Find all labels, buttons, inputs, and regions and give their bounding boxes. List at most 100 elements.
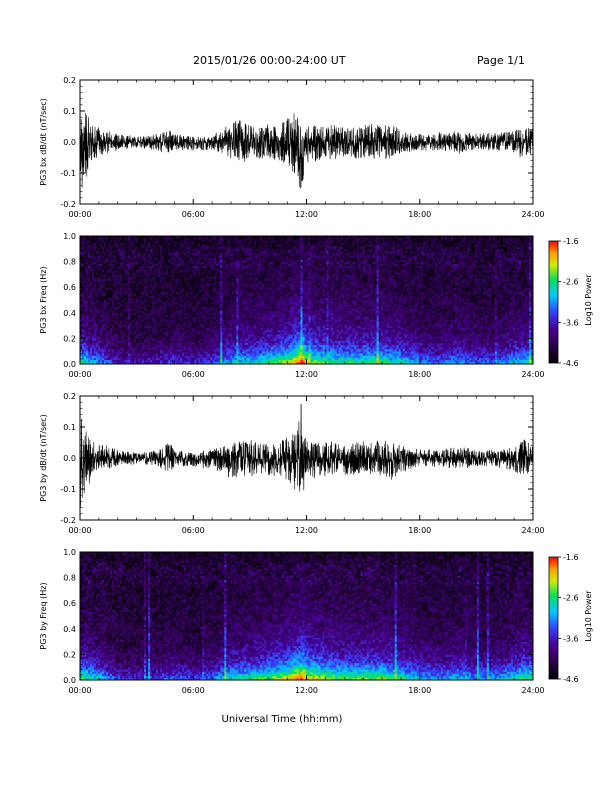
heat-cell: [140, 296, 142, 298]
heat-cell: [90, 253, 92, 255]
heat-cell: [198, 300, 200, 302]
heat-cell: [228, 289, 230, 291]
heat-cell: [190, 360, 192, 362]
heat-cell: [176, 349, 178, 351]
heat-cell: [100, 360, 102, 362]
heat-cell: [110, 315, 112, 317]
heat-cell: [240, 343, 242, 345]
heat-cell: [194, 259, 196, 261]
heat-cell: [86, 358, 88, 360]
heat-cell: [142, 262, 144, 264]
heat-cell: [168, 323, 170, 325]
heat-cell: [140, 338, 142, 340]
heat-cell: [182, 264, 184, 266]
heat-cell: [186, 298, 188, 300]
heat-cell: [90, 326, 92, 328]
heat-cell: [228, 277, 230, 279]
heat-cell: [152, 262, 154, 264]
heat-cell: [150, 328, 152, 330]
heat-cell: [82, 245, 84, 247]
heat-cell: [162, 240, 164, 242]
heat-cell: [118, 313, 120, 315]
heat-cell: [228, 336, 230, 338]
heat-cell: [208, 328, 210, 330]
heat-cell: [136, 338, 138, 340]
heat-cell: [136, 343, 138, 345]
heat-cell: [208, 315, 210, 317]
heat-cell: [154, 285, 156, 287]
heat-cell: [162, 242, 164, 244]
heat-cell: [166, 336, 168, 338]
heat-cell: [132, 298, 134, 300]
heat-cell: [128, 345, 130, 347]
heat-cell: [218, 353, 220, 355]
heat-cell: [98, 328, 100, 330]
heat-cell: [118, 302, 120, 304]
heat-cell: [86, 264, 88, 266]
heat-cell: [88, 341, 90, 343]
heat-cell: [220, 358, 222, 360]
heat-cell: [218, 323, 220, 325]
heat-cell: [196, 353, 198, 355]
heat-cell: [210, 309, 212, 311]
heat-cell: [142, 251, 144, 253]
heat-cell: [204, 298, 206, 300]
heat-cell: [224, 296, 226, 298]
heat-cell: [130, 255, 132, 257]
heat-cell: [230, 341, 232, 343]
heat-cell: [210, 351, 212, 353]
heat-cell: [236, 266, 238, 268]
heat-cell: [112, 279, 114, 281]
heat-cell: [234, 338, 236, 340]
heat-cell: [172, 294, 174, 296]
heat-cell: [96, 326, 98, 328]
y-tick-label: -0.2: [60, 200, 76, 209]
heat-cell: [120, 255, 122, 257]
heat-cell: [238, 274, 240, 276]
heat-cell: [238, 353, 240, 355]
heat-cell: [238, 266, 240, 268]
heat-cell: [176, 264, 178, 266]
heat-cell: [218, 277, 220, 279]
heat-cell: [208, 317, 210, 319]
heat-cell: [136, 279, 138, 281]
heat-cell: [174, 285, 176, 287]
heat-cell: [164, 334, 166, 336]
heat-cell: [236, 341, 238, 343]
heat-cell: [88, 291, 90, 293]
heat-cell: [98, 358, 100, 360]
heat-cell: [112, 347, 114, 349]
heat-cell: [202, 294, 204, 296]
heat-cell: [230, 304, 232, 306]
heat-cell: [228, 309, 230, 311]
heat-cell: [222, 321, 224, 323]
heat-cell: [170, 353, 172, 355]
heat-cell: [180, 319, 182, 321]
heat-cell: [176, 360, 178, 362]
heat-cell: [218, 253, 220, 255]
heat-cell: [188, 298, 190, 300]
heat-cell: [202, 323, 204, 325]
heat-cell: [104, 315, 106, 317]
heat-cell: [176, 291, 178, 293]
heat-cell: [226, 298, 228, 300]
heat-cell: [96, 315, 98, 317]
heat-cell: [178, 264, 180, 266]
heat-cell: [162, 266, 164, 268]
heat-cell: [198, 264, 200, 266]
heat-cell: [170, 264, 172, 266]
heat-cell: [232, 262, 234, 264]
heat-cell: [150, 343, 152, 345]
heat-cell: [108, 259, 110, 261]
heat-cell: [174, 323, 176, 325]
heat-cell: [146, 326, 148, 328]
heat-cell: [188, 311, 190, 313]
heat-cell: [140, 311, 142, 313]
heat-cell: [104, 300, 106, 302]
heat-cell: [184, 360, 186, 362]
heat-cell: [102, 259, 104, 261]
heat-cell: [160, 351, 162, 353]
heat-cell: [94, 341, 96, 343]
heat-cell: [156, 249, 158, 251]
heat-cell: [228, 330, 230, 332]
